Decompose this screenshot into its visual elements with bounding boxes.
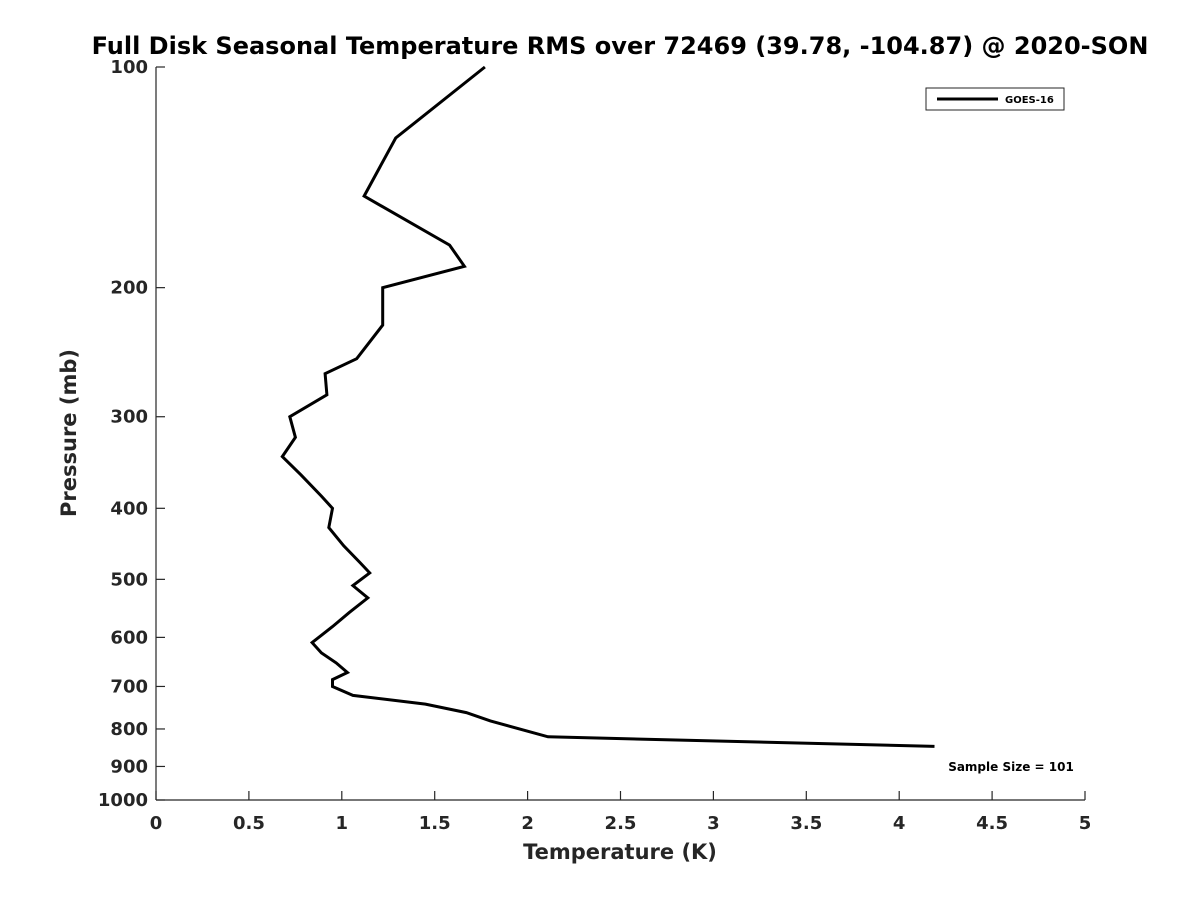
y-tick-label: 800 bbox=[110, 719, 148, 740]
y-tick-label: 500 bbox=[110, 569, 148, 590]
legend-label: GOES-16 bbox=[1005, 95, 1054, 106]
x-tick-label: 0.5 bbox=[233, 813, 265, 834]
x-tick-label: 4 bbox=[893, 813, 906, 834]
series-layer bbox=[280, 65, 935, 748]
x-axis-label: Temperature (K) bbox=[523, 840, 717, 864]
y-tick-label: 300 bbox=[110, 407, 148, 428]
legend: GOES-16 bbox=[925, 87, 1065, 111]
x-tick-label: 1.5 bbox=[419, 813, 451, 834]
y-tick-label: 200 bbox=[110, 278, 148, 299]
chart-title: Full Disk Seasonal Temperature RMS over … bbox=[92, 32, 1149, 60]
y-tick-label: 600 bbox=[110, 627, 148, 648]
x-tick-label: 4.5 bbox=[976, 813, 1008, 834]
y-tick-label: 100 bbox=[110, 57, 148, 78]
x-tick-label: 2.5 bbox=[605, 813, 637, 834]
series-line-goes-16 bbox=[280, 65, 935, 748]
y-tick-label: 900 bbox=[110, 756, 148, 777]
x-tick-label: 1 bbox=[336, 813, 349, 834]
y-axis-label: Pressure (mb) bbox=[57, 349, 81, 517]
sample-size-annotation: Sample Size = 101 bbox=[948, 760, 1074, 774]
y-tick-label: 700 bbox=[110, 676, 148, 697]
x-tick-label: 0 bbox=[150, 813, 163, 834]
axes: 0 0.5 1 1.5 2 2.5 3 3.5 4 4.5 5 100 200 300 400 500 600 7… bbox=[98, 57, 1091, 834]
x-tick-label: 2 bbox=[521, 813, 534, 834]
y-tick-label: 1000 bbox=[98, 790, 148, 811]
y-tick-label: 400 bbox=[110, 498, 148, 519]
x-tick-label: 3.5 bbox=[790, 813, 822, 834]
x-tick-label: 3 bbox=[707, 813, 720, 834]
x-tick-label: 5 bbox=[1079, 813, 1092, 834]
